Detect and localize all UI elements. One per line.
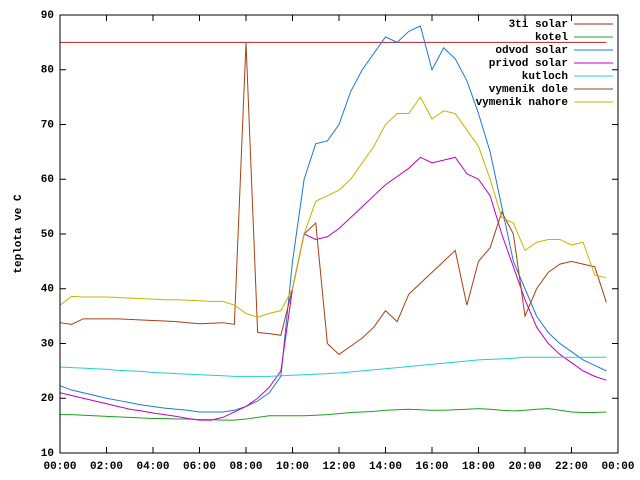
series-line — [59, 42, 607, 356]
x-tick-label: 08:00 — [229, 461, 262, 473]
y-tick-label: 50 — [41, 229, 54, 241]
legend-label: odvod solar — [495, 45, 568, 57]
x-tick-label: 14:00 — [369, 461, 402, 473]
x-tick-label: 00:00 — [601, 461, 634, 473]
x-tick-label: 18:00 — [462, 461, 495, 473]
y-tick-label: 40 — [41, 284, 54, 296]
y-tick-label: 90 — [41, 10, 54, 22]
x-tick-label: 04:00 — [136, 461, 169, 473]
legend-label: privod solar — [489, 58, 568, 70]
x-tick-label: 06:00 — [183, 461, 216, 473]
legend-label: vymenik dole — [489, 84, 569, 96]
x-tick-label: 20:00 — [508, 461, 541, 473]
y-tick-label: 60 — [41, 174, 54, 186]
series-line — [60, 408, 607, 421]
plot-border — [59, 14, 619, 454]
legend-label: 3ti solar — [509, 19, 568, 31]
legend-label: kotel — [535, 32, 568, 44]
y-tick-label: 30 — [41, 338, 54, 350]
y-tick-label: 80 — [41, 65, 54, 77]
x-tick-label: 16:00 — [415, 461, 448, 473]
series-line — [59, 25, 607, 413]
y-tick-label: 10 — [41, 448, 54, 460]
x-tick-label: 02:00 — [90, 461, 123, 473]
y-tick-label: 20 — [41, 393, 54, 405]
y-tick-label: 70 — [41, 119, 54, 131]
x-tick-label: 10:00 — [276, 461, 309, 473]
series-line — [59, 156, 607, 421]
x-tick-label: 00:00 — [43, 461, 76, 473]
series-line — [59, 96, 607, 318]
x-tick-label: 12:00 — [322, 461, 355, 473]
y-axis-label: teplota ve C — [13, 194, 25, 274]
legend-label: vymenik nahore — [476, 97, 569, 109]
legend-label: kutloch — [522, 71, 568, 83]
series-line — [59, 356, 607, 377]
x-tick-label: 22:00 — [555, 461, 588, 473]
